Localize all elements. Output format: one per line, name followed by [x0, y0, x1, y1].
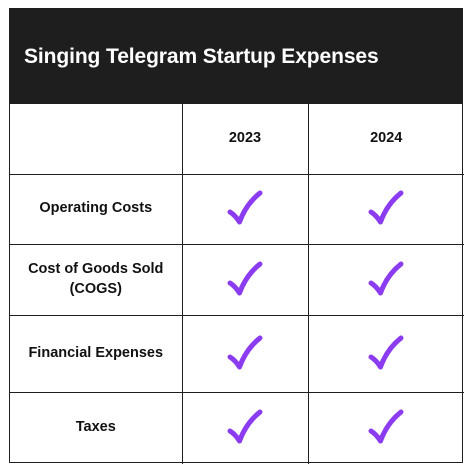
check-cell [307, 173, 464, 245]
checkmark-icon [191, 409, 300, 447]
checkmark-icon [317, 409, 457, 447]
row-label: Cost of Goods Sold (COGS) [10, 243, 183, 316]
table-row: Financial Expenses [10, 314, 464, 393]
header-cell-2024: 2024 [307, 104, 464, 175]
table-row: Cost of Goods Sold (COGS) [10, 243, 464, 316]
check-cell [307, 314, 464, 393]
check-cell [181, 314, 309, 393]
table-row: Taxes [10, 391, 464, 464]
checkmark-icon [317, 190, 457, 228]
check-cell [307, 243, 464, 316]
check-cell [307, 391, 464, 464]
header-cell-2023: 2023 [181, 104, 309, 175]
header-row: 2023 2024 [10, 104, 464, 175]
check-cell [181, 391, 309, 464]
checkmark-icon [191, 190, 300, 228]
row-label: Operating Costs [10, 173, 183, 245]
check-cell [181, 243, 309, 316]
table-title: Singing Telegram Startup Expenses [24, 44, 379, 68]
header-cell-empty [10, 104, 183, 175]
row-label: Taxes [10, 391, 183, 464]
checkmark-icon [191, 335, 300, 373]
table-row: Operating Costs [10, 173, 464, 245]
checkmark-icon [317, 261, 457, 299]
checkmark-icon [317, 335, 457, 373]
expenses-grid: 2023 2024 Operating Costs Cost of Goods … [10, 104, 464, 464]
row-label: Financial Expenses [10, 314, 183, 393]
checkmark-icon [191, 261, 300, 299]
check-cell [181, 173, 309, 245]
expenses-table: Singing Telegram Startup Expenses 2023 2… [9, 8, 464, 464]
title-bar: Singing Telegram Startup Expenses [10, 9, 462, 104]
